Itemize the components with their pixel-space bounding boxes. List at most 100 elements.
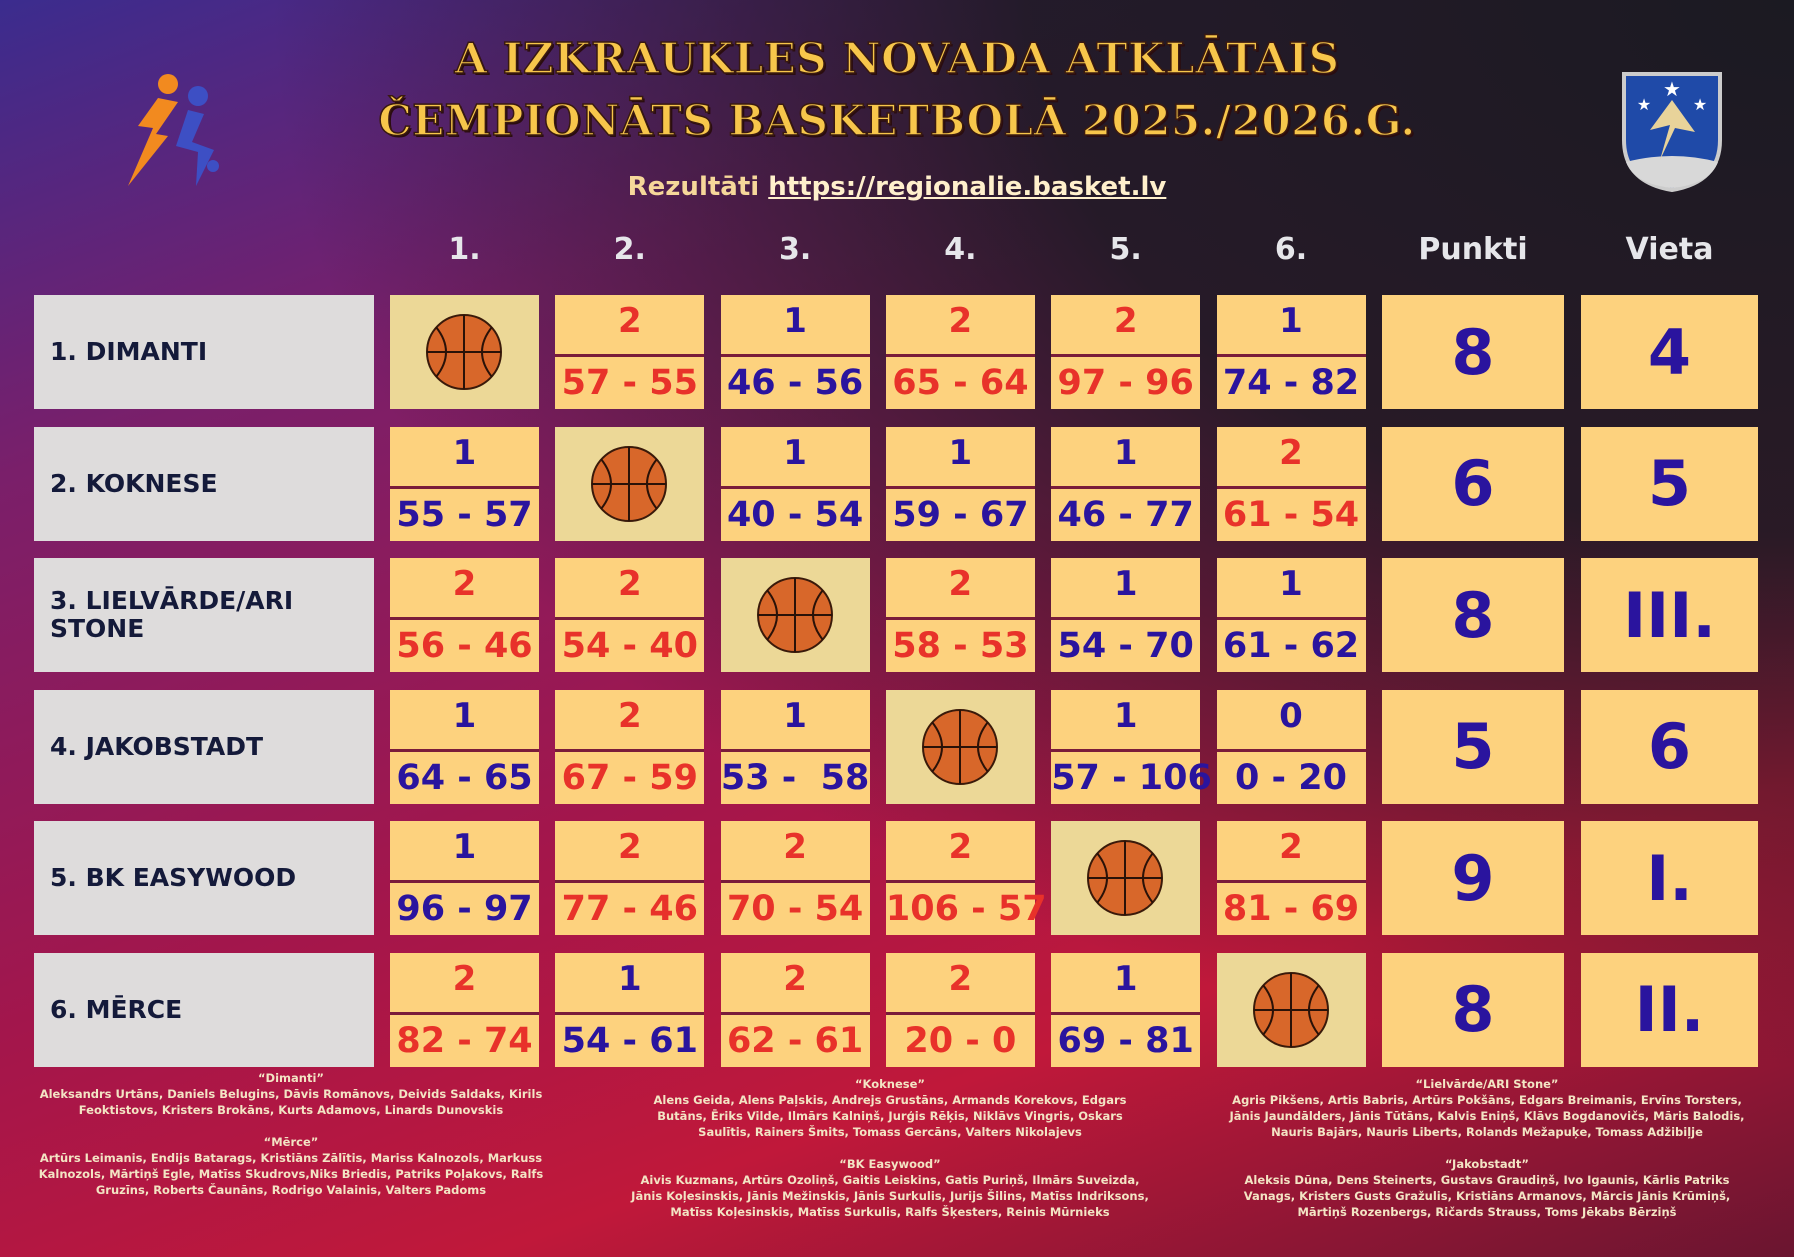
result-cell: 1 59 - 67 xyxy=(885,426,1035,541)
points: 2 xyxy=(948,301,973,341)
divider xyxy=(885,485,1035,489)
score: 59 - 67 xyxy=(892,494,1029,535)
column-header: 6. xyxy=(1274,232,1308,267)
roster-title: “BK Easywood” xyxy=(839,1157,941,1171)
divider xyxy=(390,1011,539,1015)
roster-players: Agris Pikšens, Artis Babris, Artūrs Pokš… xyxy=(1229,1093,1745,1139)
points: 1 xyxy=(1113,564,1138,604)
result-cell xyxy=(555,426,705,541)
score: 54 - 40 xyxy=(561,626,698,666)
score: 82 - 74 xyxy=(396,1020,533,1061)
points: 1 xyxy=(948,432,973,473)
score: 57 - 55 xyxy=(561,363,698,403)
result-cell: 2 61 - 54 xyxy=(1216,426,1366,541)
basketball xyxy=(1087,840,1164,916)
roster-title: “Lielvārde/ARI Stone” xyxy=(1415,1077,1559,1091)
score: 69 - 81 xyxy=(1057,1020,1194,1061)
result-cell: 2 77 - 46 xyxy=(555,821,705,935)
points: 2 xyxy=(948,827,973,867)
score: 77 - 46 xyxy=(561,889,698,929)
divider xyxy=(720,880,870,884)
result-cell xyxy=(390,295,539,409)
points: 2 xyxy=(1279,432,1303,473)
divider xyxy=(720,354,870,358)
column-header: 5. xyxy=(1109,232,1142,267)
points: 1 xyxy=(1113,432,1138,473)
vieta: 6 xyxy=(1581,689,1758,804)
points: 0 xyxy=(1279,695,1303,736)
points: 1 xyxy=(1279,301,1303,341)
column-header: 2. xyxy=(613,232,646,267)
points: 1 xyxy=(1113,695,1138,736)
divider xyxy=(390,485,539,489)
team-name: 3. LIELVĀRDE/ARI STONE xyxy=(34,558,374,672)
roster-players: Aleksandrs Urtāns, Daniels Belugins, Dāv… xyxy=(39,1087,543,1117)
score: 40 - 54 xyxy=(726,494,864,535)
result-cell: 1 54 - 70 xyxy=(1051,558,1201,672)
result-cell: 2 70 - 54 xyxy=(720,821,870,935)
roster-column: “Koknese” Alens Geida, Alens Paļskis, And… xyxy=(630,1076,1150,1236)
points: 2 xyxy=(1279,827,1303,867)
points: 2 xyxy=(948,564,973,604)
points: 2 xyxy=(617,564,642,604)
divider xyxy=(1216,880,1366,884)
divider xyxy=(555,1011,705,1015)
result-cell: 1 74 - 82 xyxy=(1216,295,1366,409)
result-cell: 1 53 - 58 xyxy=(720,689,870,804)
svg-text:★: ★ xyxy=(1637,95,1651,114)
vieta: II. xyxy=(1581,952,1758,1067)
points: 2 xyxy=(452,958,477,999)
score: 46 - 56 xyxy=(726,363,864,403)
result-cell: 2 57 - 55 xyxy=(555,295,705,409)
result-cell xyxy=(1216,952,1366,1067)
score: 61 - 54 xyxy=(1222,494,1360,535)
result-cell: 1 40 - 54 xyxy=(720,426,870,541)
result-cell: 2 62 - 61 xyxy=(720,952,870,1067)
punkti: 8 xyxy=(1382,295,1564,409)
points: 2 xyxy=(617,827,642,867)
divider xyxy=(1216,748,1366,752)
result-cell: 2 56 - 46 xyxy=(390,558,539,672)
result-cell: 1 64 - 65 xyxy=(390,689,539,804)
divider xyxy=(1051,748,1201,752)
roster-title: “Mērce” xyxy=(263,1135,319,1149)
vieta: I. xyxy=(1581,821,1758,935)
results-link[interactable]: https://regionalie.basket.lv xyxy=(768,172,1167,202)
points: 1 xyxy=(452,432,477,473)
column-header: 1. xyxy=(448,232,481,267)
roster-title: “Jakobstadt” xyxy=(1445,1157,1529,1171)
roster-players: Alens Geida, Alens Paļskis, Andrejs Grus… xyxy=(653,1093,1127,1139)
divider xyxy=(1051,1011,1201,1015)
score: 70 - 54 xyxy=(726,889,864,929)
basketball xyxy=(756,577,833,653)
vieta: III. xyxy=(1581,558,1758,672)
points: 2 xyxy=(617,695,642,736)
score: 67 - 59 xyxy=(561,757,698,798)
team-name: 1. DIMANTI xyxy=(34,295,374,409)
points: 1 xyxy=(617,958,642,999)
result-cell: 2 82 - 74 xyxy=(390,952,539,1067)
column-header: Punkti xyxy=(1418,232,1528,267)
result-cell: 1 96 - 97 xyxy=(390,821,539,935)
points: 2 xyxy=(783,958,807,999)
score: 62 - 61 xyxy=(726,1020,864,1061)
result-cell: 2 65 - 64 xyxy=(885,295,1035,409)
result-cell: 2 58 - 53 xyxy=(885,558,1035,672)
result-cell: 1 46 - 77 xyxy=(1051,426,1201,541)
points: 1 xyxy=(783,301,807,341)
team-name: 2. KOKNESE xyxy=(34,426,374,541)
divider xyxy=(390,748,539,752)
title-line: ČEMPIONĀTS BASKETBOLĀ 2025./2026.G. xyxy=(378,95,1416,146)
svg-text:★: ★ xyxy=(1693,95,1707,114)
roster-players: Aleksis Dūna, Dens Steinerts, Gustavs Gr… xyxy=(1243,1173,1731,1219)
divider xyxy=(885,880,1035,884)
punkti: 6 xyxy=(1382,426,1564,541)
score: 20 - 0 xyxy=(904,1020,1017,1061)
divider xyxy=(555,880,705,884)
column-header: 4. xyxy=(944,232,977,267)
score: 54 - 70 xyxy=(1057,626,1194,666)
result-cell: 2 67 - 59 xyxy=(555,689,705,804)
divider xyxy=(1051,485,1201,489)
team-name: 5. BK EASYWOOD xyxy=(34,821,374,935)
